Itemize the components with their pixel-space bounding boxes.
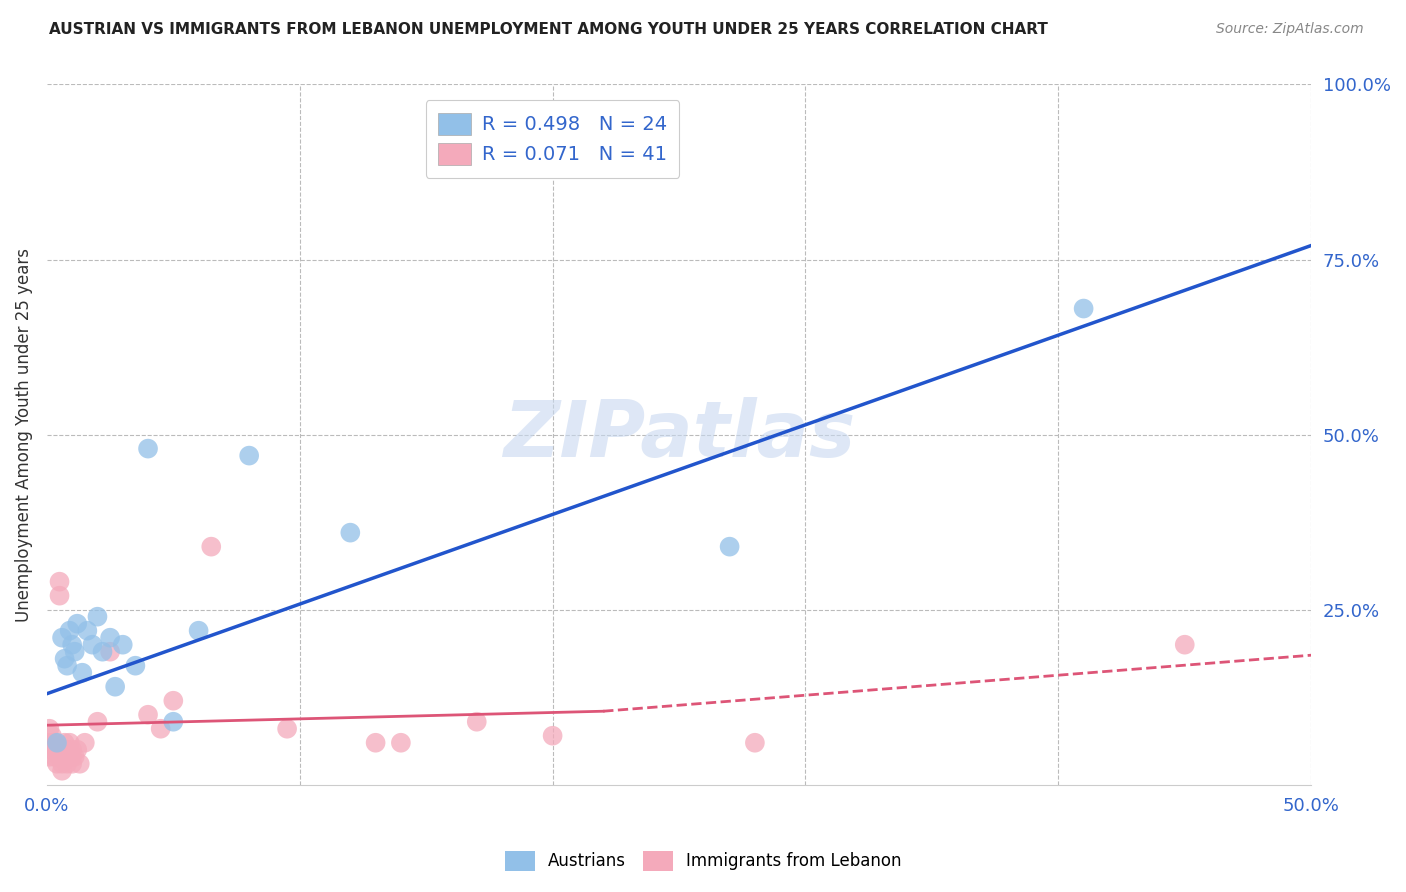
Point [276, 722, 298, 736]
Point [104, 680, 127, 694]
Point [44, 749, 66, 764]
Point [86, 714, 108, 729]
Point [111, 638, 134, 652]
Point [59, 736, 82, 750]
Point [60, 638, 83, 652]
Point [41, 729, 63, 743]
Point [51, 631, 73, 645]
Point [38, 722, 60, 736]
Point [53, 651, 76, 665]
Point [98, 631, 121, 645]
Point [63, 749, 86, 764]
Point [124, 658, 146, 673]
Point [98, 645, 121, 659]
Point [136, 707, 159, 722]
Point [1073, 301, 1095, 316]
Point [56, 658, 79, 673]
Point [59, 624, 82, 638]
Point [744, 736, 766, 750]
Point [149, 722, 172, 736]
Point [56, 743, 79, 757]
Point [46, 736, 69, 750]
Point [82, 638, 104, 652]
Text: AUSTRIAN VS IMMIGRANTS FROM LEBANON UNEMPLOYMENT AMONG YOUTH UNDER 25 YEARS CORR: AUSTRIAN VS IMMIGRANTS FROM LEBANON UNEM… [49, 22, 1047, 37]
Point [60, 749, 83, 764]
Point [51, 764, 73, 778]
Point [72, 665, 94, 680]
Text: Source: ZipAtlas.com: Source: ZipAtlas.com [1216, 22, 1364, 37]
Point [46, 743, 69, 757]
Point [86, 609, 108, 624]
Point [136, 442, 159, 456]
Point [56, 756, 79, 771]
Point [66, 743, 89, 757]
Legend: R = 0.498   N = 24, R = 0.071   N = 41: R = 0.498 N = 24, R = 0.071 N = 41 [426, 101, 679, 178]
Point [162, 694, 184, 708]
Point [364, 736, 387, 750]
Point [59, 749, 82, 764]
Point [465, 714, 488, 729]
Point [63, 645, 86, 659]
Point [162, 714, 184, 729]
Point [60, 756, 83, 771]
Point [51, 756, 73, 771]
Point [38, 736, 60, 750]
Point [91, 645, 114, 659]
Text: ZIPatlas: ZIPatlas [503, 397, 855, 473]
Point [718, 540, 741, 554]
Point [46, 756, 69, 771]
Point [73, 736, 96, 750]
Point [339, 525, 361, 540]
Legend: Austrians, Immigrants from Lebanon: Austrians, Immigrants from Lebanon [496, 842, 910, 880]
Point [48, 589, 70, 603]
Point [60, 743, 83, 757]
Point [389, 736, 412, 750]
Point [41, 743, 63, 757]
Point [541, 729, 564, 743]
Point [48, 574, 70, 589]
Point [238, 449, 260, 463]
Y-axis label: Unemployment Among Youth under 25 years: Unemployment Among Youth under 25 years [15, 248, 32, 622]
Point [187, 624, 209, 638]
Point [76, 624, 98, 638]
Point [53, 749, 76, 764]
Point [69, 756, 91, 771]
Point [1174, 638, 1197, 652]
Point [38, 749, 60, 764]
Point [48, 749, 70, 764]
Point [66, 616, 89, 631]
Point [51, 743, 73, 757]
Point [44, 736, 66, 750]
Point [53, 736, 76, 750]
Point [200, 540, 222, 554]
